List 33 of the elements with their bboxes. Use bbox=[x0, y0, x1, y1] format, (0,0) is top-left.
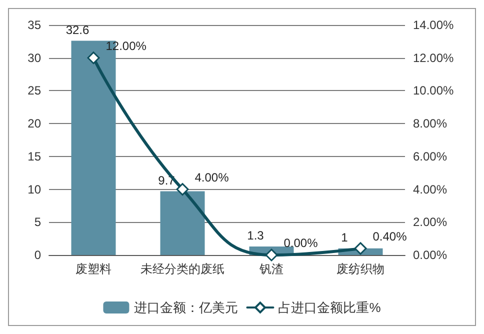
y2-tick-label: 10.00% bbox=[413, 84, 454, 98]
data-label: 1.3 bbox=[247, 228, 264, 242]
x-tick-label: 废纺织物 bbox=[336, 262, 384, 276]
data-label: 0.00% bbox=[284, 236, 318, 250]
point bbox=[354, 242, 367, 255]
y2-tick-label: 12.00% bbox=[413, 50, 454, 65]
legend-label: 占进口金额比重% bbox=[278, 300, 382, 315]
data-label: 32.6 bbox=[66, 22, 90, 37]
y-tick-label: 35 bbox=[28, 18, 42, 32]
point bbox=[265, 248, 278, 262]
y-tick-label: 15 bbox=[28, 149, 42, 164]
data-label: 0.40% bbox=[372, 229, 408, 244]
y-tick-label: 20 bbox=[28, 116, 42, 131]
y-tick-label: 5 bbox=[34, 215, 42, 230]
bar bbox=[160, 191, 205, 255]
y2-tick-label: 6.00% bbox=[413, 149, 448, 164]
y2-tick-label: 14.00% bbox=[413, 18, 454, 32]
y-tick-label: 25 bbox=[28, 84, 42, 98]
y2-tick-label: 0.00% bbox=[413, 248, 448, 262]
data-label: 4.00% bbox=[194, 170, 230, 184]
y-tick-label: 30 bbox=[28, 50, 42, 65]
x-tick-label: 废塑料 bbox=[76, 262, 112, 276]
point bbox=[87, 52, 100, 64]
y-tick-label: 10 bbox=[28, 182, 42, 196]
y2-tick-label: 8.00% bbox=[413, 116, 448, 131]
x-tick-label: 未经分类的废纸 bbox=[140, 262, 224, 276]
point bbox=[176, 183, 189, 196]
data-label: 1 bbox=[341, 230, 348, 244]
legend-label: 进口金额：亿美元 bbox=[134, 300, 238, 315]
x-tick-label: 钒渣 bbox=[258, 262, 284, 276]
y2-tick-label: 2.00% bbox=[413, 215, 448, 230]
y-tick-label: 0 bbox=[34, 248, 42, 262]
y2-tick-label: 4.00% bbox=[413, 182, 448, 196]
